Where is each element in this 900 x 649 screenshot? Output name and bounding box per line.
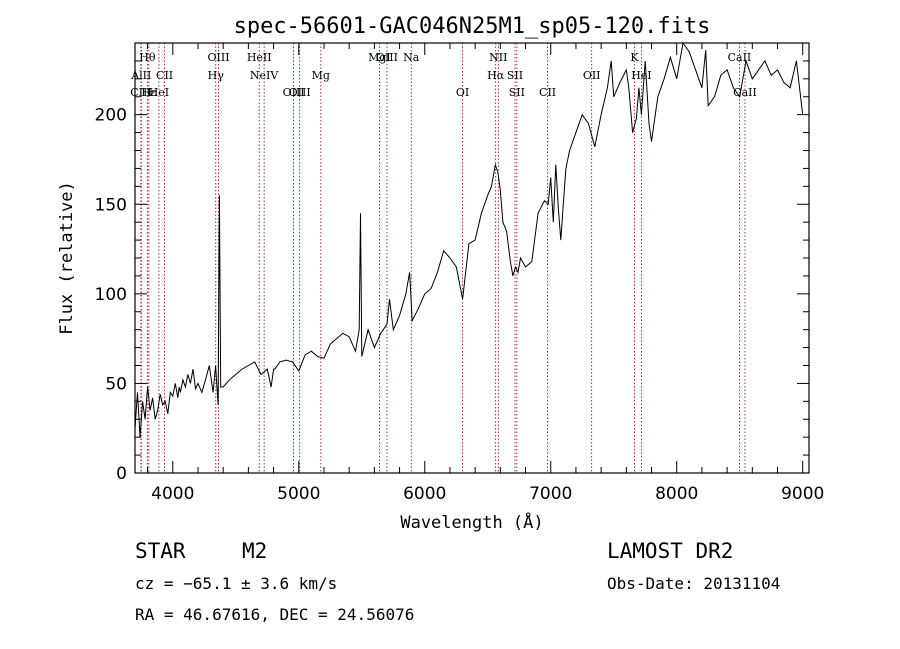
emission-line-label: HeII — [247, 51, 272, 64]
emission-line-label: Hα — [487, 69, 505, 82]
obs-date: Obs-Date: 20131104 — [607, 574, 780, 593]
emission-line-label: AlII — [130, 69, 151, 82]
emission-line-label: K — [630, 51, 639, 64]
emission-line-label: Hθ — [139, 51, 156, 64]
emission-line-label: Hγ — [208, 69, 225, 82]
x-tick-label: 8000 — [655, 484, 698, 504]
emission-line-label: Hε — [141, 86, 157, 99]
emission-line-label: OIII — [289, 86, 311, 99]
emission-line-label: OIII — [283, 86, 305, 99]
emission-line-label: CII — [539, 86, 556, 99]
survey-name: LAMOST DR2 — [607, 539, 733, 563]
spectrum-series-line — [134, 41, 804, 438]
object-subclass: M2 — [242, 539, 267, 563]
chart-title: spec-56601-GAC046N25M1_sp05-120.fits — [234, 14, 711, 39]
emission-line-label: Na — [403, 51, 420, 64]
ra-dec: RA = 46.67616, DEC = 24.56076 — [135, 605, 414, 624]
plot-frame — [134, 42, 810, 474]
object-class: STAR — [135, 539, 186, 563]
redshift-cz: cz = −65.1 ± 3.6 km/s — [135, 574, 337, 593]
axis-tick-labels: 4000 5000 6000 7000 8000 9000 0 50 100 150 200 — [95, 106, 825, 504]
x-axis-label: Wavelength (Å) — [400, 511, 543, 533]
emission-line-markers — [140, 43, 746, 473]
emission-line-label: CaII — [728, 51, 752, 64]
emission-line-label: OI — [456, 86, 469, 99]
emission-line-label: OIII — [207, 51, 229, 64]
emission-line-label: MgI — [368, 51, 391, 64]
emission-line-label: NeIV — [250, 69, 279, 82]
emission-line-label: OII — [583, 69, 601, 82]
axis-ticks — [135, 43, 809, 474]
emission-line-label: Mg — [312, 69, 330, 82]
y-axis-label: Flux (relative) — [57, 181, 77, 335]
y-tick-label: 200 — [95, 106, 127, 126]
x-tick-label: 9000 — [781, 484, 824, 504]
y-tick-label: 50 — [105, 374, 127, 394]
x-tick-label: 6000 — [403, 484, 446, 504]
x-tick-label: 7000 — [529, 484, 572, 504]
emission-line-label: CII — [156, 69, 173, 82]
y-tick-label: 150 — [95, 195, 127, 215]
emission-line-label: OIII — [376, 51, 398, 64]
emission-line-label: HeI — [631, 69, 651, 82]
emission-line-label: CIII — [130, 86, 151, 99]
emission-line-label: NII — [489, 51, 507, 64]
x-tick-label: 4000 — [151, 484, 194, 504]
emission-line-label: HeI — [149, 86, 169, 99]
y-tick-label: 0 — [116, 464, 127, 484]
x-tick-label: 5000 — [277, 484, 320, 504]
y-tick-label: 100 — [95, 285, 127, 305]
emission-line-label: SII — [507, 69, 523, 82]
emission-line-label: SII — [509, 86, 525, 99]
